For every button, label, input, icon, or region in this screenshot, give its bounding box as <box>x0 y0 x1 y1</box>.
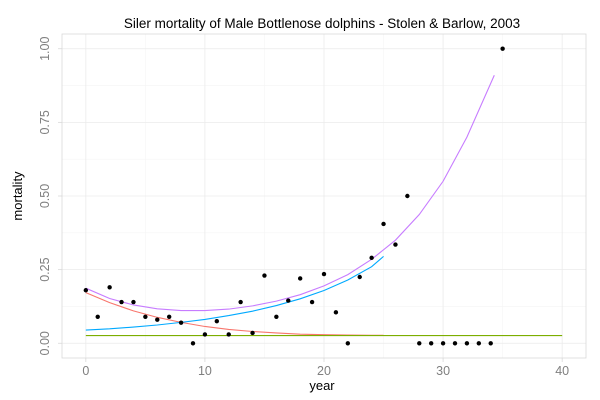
data-point <box>274 314 279 319</box>
observed-points <box>83 46 505 346</box>
data-point <box>369 255 374 261</box>
data-point <box>238 299 243 305</box>
data-point <box>488 341 493 346</box>
data-point <box>131 299 136 305</box>
fitted-curve <box>85 75 495 312</box>
data-point <box>226 332 231 337</box>
data-point <box>345 341 351 346</box>
data-point <box>83 288 89 293</box>
data-point <box>202 332 208 337</box>
y-tick-label: 0.50 <box>38 184 52 208</box>
x-tick-label: 30 <box>436 364 450 378</box>
data-point <box>321 271 327 277</box>
y-tick-label: 0.25 <box>38 257 52 281</box>
data-point <box>309 299 315 305</box>
data-point <box>381 221 386 227</box>
data-point <box>166 314 172 319</box>
axis-ticks: 0 10 20 30 40 0.00 0.25 0.50 0.75 1.00 <box>38 37 569 378</box>
chart-title: Siler mortality of Male Bottlenose dolph… <box>124 16 520 31</box>
data-point <box>286 298 291 303</box>
data-point <box>452 341 458 346</box>
fitted-curve <box>85 292 384 336</box>
data-point <box>500 46 505 51</box>
data-point <box>250 330 255 336</box>
data-point <box>357 274 362 280</box>
data-point <box>333 310 339 315</box>
data-point <box>107 285 112 290</box>
y-tick-label: 1.00 <box>38 37 52 61</box>
fitted-curves <box>85 75 563 337</box>
data-point <box>417 341 422 346</box>
x-tick-label: 0 <box>82 364 89 378</box>
data-point <box>393 242 398 247</box>
fitted-curve <box>85 255 384 331</box>
y-axis-title: mortality <box>10 171 25 221</box>
data-point <box>119 299 124 305</box>
major-gridlines <box>62 34 586 358</box>
y-tick-label: 0.75 <box>38 110 52 134</box>
data-point <box>405 193 410 199</box>
data-point <box>155 317 160 322</box>
data-point <box>95 314 100 319</box>
x-tick-label: 40 <box>555 364 569 378</box>
x-tick-label: 10 <box>198 364 212 378</box>
x-tick-label: 20 <box>317 364 331 378</box>
data-point <box>190 341 196 346</box>
data-point <box>464 341 470 346</box>
data-point <box>428 341 434 346</box>
data-point <box>214 318 220 324</box>
data-point <box>143 314 148 319</box>
y-tick-label: 0.00 <box>38 331 52 355</box>
data-point <box>262 273 267 278</box>
x-axis-title: year <box>309 378 335 393</box>
data-point <box>178 320 184 325</box>
data-point <box>476 341 482 346</box>
data-point <box>440 341 446 346</box>
data-point <box>297 276 303 281</box>
